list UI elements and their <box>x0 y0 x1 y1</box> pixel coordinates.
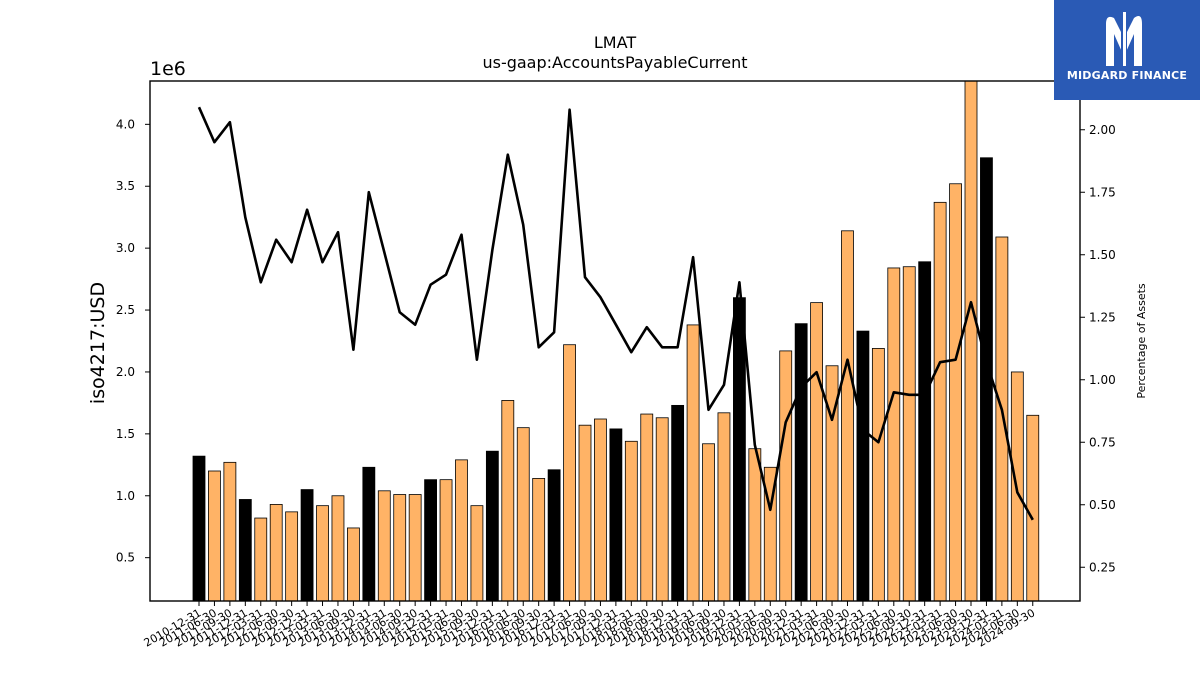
bar-quarterly <box>624 440 638 602</box>
bar-quarterly <box>964 80 978 602</box>
bars-group <box>192 80 1040 602</box>
y-tick-label: 3.5 <box>116 179 135 193</box>
bar-quarterly <box>439 479 453 602</box>
bar-quarterly <box>702 443 715 602</box>
percentage-of-assets-line <box>197 106 1034 521</box>
axes-group: 0.5 1.0 1.5 2.0 2.5 3.0 3.5 4.0 0.25 0.50 0.75 1.00… <box>116 117 1116 649</box>
brand-logo: MIDGARD FINANCE <box>1054 0 1200 100</box>
y-axis-label: iso4217:USD <box>87 282 109 404</box>
y-tick-label: 3.0 <box>116 241 135 255</box>
bar-quarterly <box>408 494 422 602</box>
bar-quarterly <box>748 448 762 602</box>
bar-quarterly <box>393 494 407 602</box>
bar-annual <box>794 323 808 602</box>
bar-quarterly <box>995 236 1009 602</box>
bar-annual <box>547 469 561 602</box>
bar-quarterly <box>640 413 654 602</box>
bar-annual <box>362 466 376 602</box>
chart-subtitle: us-gaap:AccountsPayableCurrent <box>482 53 747 72</box>
bar-quarterly <box>933 201 947 602</box>
bar-annual <box>238 499 252 602</box>
bar-quarterly <box>455 459 468 602</box>
y-offset-label: 1e6 <box>150 58 186 80</box>
plot-frame <box>149 80 1081 602</box>
bar-quarterly <box>316 505 329 602</box>
bar-quarterly <box>223 461 237 602</box>
bar-quarterly <box>779 350 793 602</box>
bar-annual <box>300 489 314 602</box>
bar-quarterly <box>887 267 901 602</box>
bar-annual <box>856 330 870 602</box>
y2-tick-label: 1.75 <box>1089 185 1116 199</box>
bar-annual <box>485 450 499 602</box>
y-tick-label: 2.5 <box>116 303 135 317</box>
bar-quarterly <box>269 504 283 602</box>
bar-annual <box>733 297 746 602</box>
y-tick-label: 1.0 <box>116 489 135 503</box>
bar-quarterly <box>594 418 607 602</box>
bar-quarterly <box>810 302 823 602</box>
bar-quarterly <box>470 505 484 602</box>
y-tick-label: 0.5 <box>116 551 135 565</box>
bar-quarterly <box>949 183 962 602</box>
y-tick-label: 4.0 <box>116 117 135 131</box>
bar-quarterly <box>717 412 731 602</box>
bar-quarterly <box>532 478 546 602</box>
bar-annual <box>609 428 623 602</box>
line-group <box>197 106 1034 521</box>
bar-quarterly <box>516 427 530 602</box>
bar-annual <box>918 261 932 602</box>
bar-quarterly <box>686 324 700 602</box>
bar-quarterly <box>208 470 221 602</box>
bar-quarterly <box>377 490 391 602</box>
bar-annual <box>671 404 685 602</box>
bar-quarterly <box>346 527 360 602</box>
y-tick-label: 2.0 <box>116 365 135 379</box>
y2-tick-label: 0.25 <box>1089 560 1116 574</box>
bar-quarterly <box>902 266 916 602</box>
bar-quarterly <box>501 400 515 602</box>
bar-quarterly <box>578 424 592 602</box>
y2-tick-label: 0.75 <box>1089 435 1116 449</box>
y-tick-label: 1.5 <box>116 427 135 441</box>
y2-tick-label: 1.50 <box>1089 248 1116 262</box>
bar-quarterly <box>841 230 854 602</box>
y2-axis-label: Percentage of Assets <box>1135 283 1148 399</box>
bar-quarterly <box>655 417 669 602</box>
bar-annual <box>424 479 438 602</box>
bar-quarterly <box>563 344 576 602</box>
midgard-logo-icon <box>1106 10 1142 68</box>
bar-quarterly <box>285 511 299 602</box>
bar-quarterly <box>331 495 345 602</box>
y2-tick-label: 1.00 <box>1089 373 1116 387</box>
logo-text: MIDGARD FINANCE <box>1066 69 1188 82</box>
y2-tick-label: 1.25 <box>1089 310 1116 324</box>
y2-tick-label: 0.50 <box>1089 498 1116 512</box>
bar-quarterly <box>1026 414 1040 602</box>
bar-annual <box>192 455 206 602</box>
bar-quarterly <box>871 348 885 602</box>
chart-title: LMAT <box>594 33 636 52</box>
y2-tick-label: 2.00 <box>1089 123 1116 137</box>
bar-quarterly <box>254 517 268 602</box>
